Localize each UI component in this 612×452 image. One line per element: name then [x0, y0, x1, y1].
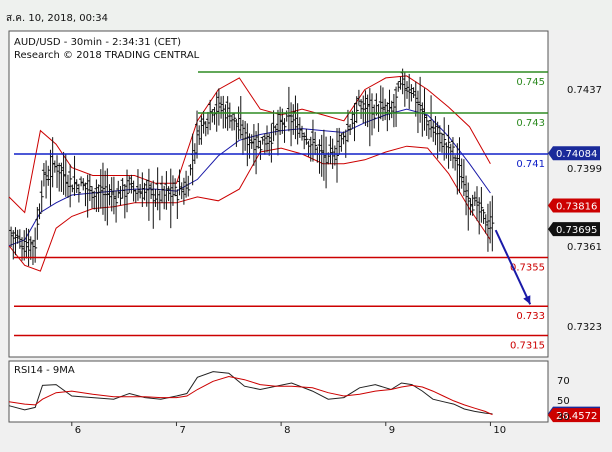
rsi-tag: 28.4572 [556, 411, 597, 422]
price-tag-bg [548, 222, 600, 237]
price-tick-label: 0.7323 [567, 322, 602, 333]
level-label: 0.733 [516, 311, 545, 322]
x-tick-label: 7 [179, 425, 185, 436]
projection-arrow-line [494, 229, 532, 305]
rsi-plot-area [8, 360, 549, 423]
price-tag: 0.74084 [556, 149, 597, 160]
projection-arrow-head [523, 295, 531, 305]
price-tag: 0.73816 [556, 202, 597, 213]
level-label: 0.741 [516, 159, 545, 170]
rsi-tick-label: 50 [557, 396, 570, 407]
price-tick-label: 0.7437 [567, 85, 602, 96]
price-tag: 0.73695 [556, 225, 597, 236]
price-tag-bg [548, 198, 600, 213]
rsi-title: RSI14 - 9MA [14, 365, 75, 376]
price-tick-label: 0.7361 [567, 242, 602, 253]
chart-source: Research © 2018 TRADING CENTRAL [14, 50, 200, 61]
header-datetime: ส.ค. 10, 2018, 00:34 [6, 13, 109, 24]
chart-title: AUD/USD - 30min - 2:34:31 (CET) [14, 37, 181, 48]
level-label: 0.7355 [510, 262, 545, 273]
x-tick-label: 6 [75, 425, 81, 436]
price-tag-bg [548, 146, 600, 161]
price-tick-label: 0.7399 [567, 164, 602, 175]
level-label: 0.745 [516, 77, 545, 88]
x-tick-label: 10 [493, 425, 506, 436]
moving-average-line [8, 108, 491, 247]
rsi-line [8, 371, 493, 415]
rsi-tick-label: 30 [557, 412, 570, 423]
level-label: 0.7315 [510, 341, 545, 352]
header-bar: ส.ค. 10, 2018, 00:34 [0, 0, 612, 30]
x-tick-label: 9 [389, 425, 395, 436]
x-tick-label: 8 [284, 425, 290, 436]
bollinger-upper-line [8, 75, 491, 214]
rsi-tag-bg [548, 408, 600, 423]
bollinger-lower-line [8, 145, 491, 272]
rsi-tick-label: 70 [557, 376, 570, 387]
rsi-line [8, 375, 493, 416]
level-label: 0.743 [516, 118, 545, 129]
